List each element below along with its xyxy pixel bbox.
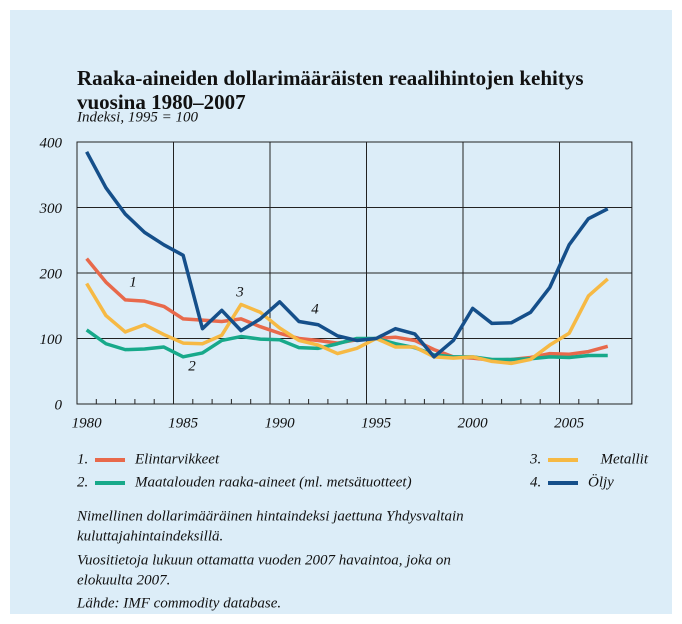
legend-number: 1. (77, 451, 88, 467)
note: Nimellinen dollarimääräinen hintaindeksi… (76, 508, 464, 524)
x-tick-label: 2000 (458, 415, 489, 431)
note: Lähde: IMF commodity database. (76, 595, 281, 611)
y-tick-label: 400 (40, 135, 63, 151)
series-line (85, 328, 608, 362)
note: elokuulta 2007. (77, 572, 170, 588)
x-tick-label: 1980 (72, 415, 103, 431)
series-line (85, 277, 609, 366)
series-line (85, 150, 609, 359)
legend-number: 4. (530, 474, 541, 490)
legend-number: 2. (77, 474, 88, 490)
x-tick-label: 2005 (554, 415, 585, 431)
y-tick-label: 0 (55, 397, 63, 413)
series-label: 4 (311, 301, 319, 317)
legend-label: Maatalouden raaka-aineet (ml. metsätuott… (134, 474, 412, 490)
series-label: 2 (188, 358, 196, 374)
panel (10, 10, 672, 614)
subtitle: Indeksi, 1995 = 100 (76, 109, 198, 125)
y-tick-label: 300 (39, 201, 63, 217)
x-tick-label: 1985 (168, 415, 199, 431)
x-tick-label: 1990 (265, 415, 296, 431)
legend-label: Öljy (588, 473, 614, 490)
note: kuluttajahintaindeksillä. (77, 528, 223, 544)
plot-frame (76, 141, 633, 405)
legend-number: 3. (529, 451, 541, 467)
y-tick-label: 100 (40, 332, 63, 348)
note: Vuositietoja lukuun ottamatta vuoden 200… (77, 552, 451, 568)
chart-title: Raaka-aineiden dollarimääräisten reaalih… (77, 66, 584, 90)
series-label: 3 (235, 284, 244, 300)
y-tick-label: 200 (40, 266, 63, 282)
x-tick-label: 1995 (361, 415, 392, 431)
legend-label: Metallit (600, 451, 649, 467)
series-label: 1 (129, 274, 137, 290)
legend-label: Elintarvikkeet (134, 451, 220, 467)
chart-title: vuosina 1980–2007 (77, 90, 246, 114)
